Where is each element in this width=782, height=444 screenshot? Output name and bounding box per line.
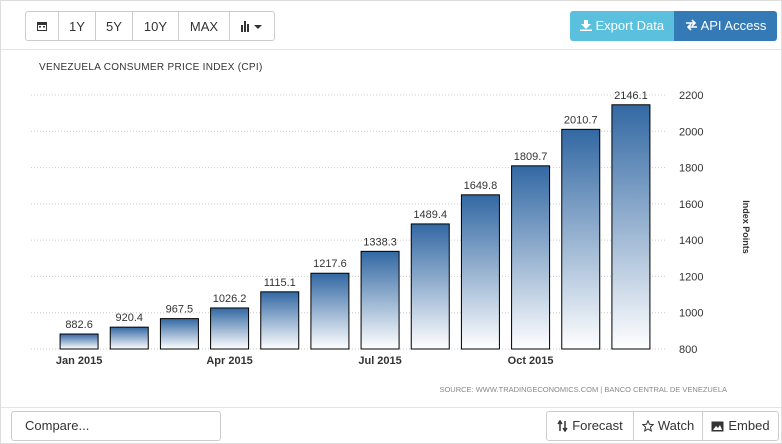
x-tick-label: Jul 2015 xyxy=(358,355,401,367)
y-tick-label: 1400 xyxy=(679,235,703,247)
x-tick-label: Jan 2015 xyxy=(56,355,102,367)
chart-type-button[interactable] xyxy=(229,11,275,41)
bar xyxy=(410,223,450,350)
bar xyxy=(260,291,300,350)
value-label: 1026.2 xyxy=(213,293,247,305)
bar xyxy=(511,165,551,350)
value-label: 1809.7 xyxy=(514,151,548,163)
value-label: 882.6 xyxy=(65,319,93,331)
y-tick-label: 2200 xyxy=(679,90,703,102)
x-tick-label: Apr 2015 xyxy=(206,355,252,367)
sort-icon xyxy=(557,420,568,432)
export-label: Export Data xyxy=(595,18,665,33)
bar xyxy=(611,104,651,350)
range-button[interactable]: 1Y xyxy=(58,11,96,41)
source: SOURCE: WWW.TRADINGECONOMICS.COM | BANCO… xyxy=(439,385,727,394)
range-button[interactable]: 5Y xyxy=(95,11,133,41)
range-button[interactable]: 10Y xyxy=(132,11,179,41)
bar xyxy=(159,318,199,350)
watch-button[interactable]: Watch xyxy=(633,411,703,441)
value-label: 967.5 xyxy=(166,304,194,316)
export-button[interactable]: Export Data xyxy=(570,11,674,41)
y-tick-label: 1600 xyxy=(679,199,703,211)
x-tick-label: Oct 2015 xyxy=(508,355,554,367)
bar xyxy=(59,333,99,350)
embed-label: Embed xyxy=(728,418,770,433)
calendar-icon xyxy=(37,22,47,31)
download-icon xyxy=(579,20,592,31)
api-label: API Access xyxy=(700,18,767,33)
divider xyxy=(1,407,781,408)
watch-label: Watch xyxy=(657,418,695,433)
bar xyxy=(210,307,250,350)
bar xyxy=(460,194,500,350)
range-button[interactable]: MAX xyxy=(178,11,230,41)
y-tick-label: 1000 xyxy=(679,308,703,320)
forecast-button[interactable]: Forecast xyxy=(546,411,634,441)
value-label: 1217.6 xyxy=(313,258,347,270)
value-label: 920.4 xyxy=(115,312,143,324)
chart-title: VENEZUELA CONSUMER PRICE INDEX (CPI) xyxy=(39,62,263,73)
y-tick-label: 1800 xyxy=(679,163,703,175)
value-label: 1649.8 xyxy=(464,180,498,192)
bar xyxy=(561,128,601,350)
divider xyxy=(1,49,781,50)
value-label: 1489.4 xyxy=(413,209,447,221)
forecast-label: Forecast xyxy=(572,418,623,433)
calendar-button[interactable] xyxy=(25,11,59,41)
chart: VENEZUELA CONSUMER PRICE INDEX (CPI) Ind… xyxy=(31,62,751,394)
compare-placeholder: Compare... xyxy=(25,418,90,433)
value-label: 2010.7 xyxy=(564,114,598,126)
star-icon xyxy=(641,420,654,432)
image-icon xyxy=(711,421,724,431)
compare-input[interactable]: Compare... xyxy=(11,411,221,441)
api-button[interactable]: API Access xyxy=(674,11,777,41)
y-axis-title: Index Points xyxy=(741,200,751,254)
value-label: 2146.1 xyxy=(614,90,648,102)
bar xyxy=(310,272,350,350)
chart-type-icon xyxy=(241,21,262,32)
value-label: 1338.3 xyxy=(363,236,397,248)
y-tick-label: 800 xyxy=(679,344,697,356)
bar xyxy=(109,326,149,350)
y-tick-label: 1200 xyxy=(679,271,703,283)
y-tick-label: 2000 xyxy=(679,126,703,138)
value-label: 1115.1 xyxy=(264,277,296,289)
bar xyxy=(360,250,400,350)
embed-button[interactable]: Embed xyxy=(702,411,779,441)
swap-icon xyxy=(685,19,697,31)
